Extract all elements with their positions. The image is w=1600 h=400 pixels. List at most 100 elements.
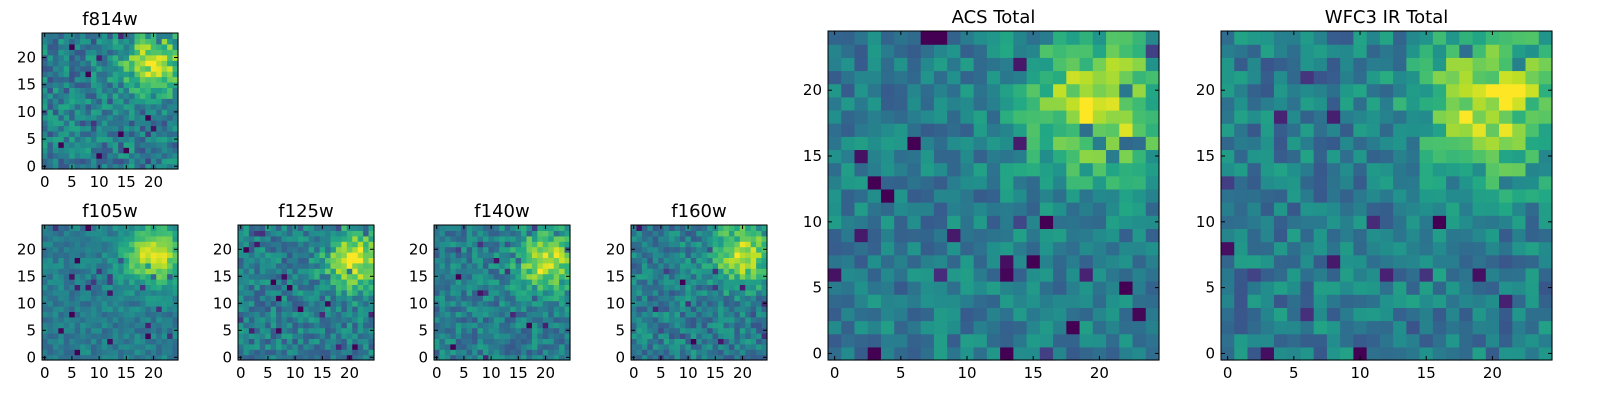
heatmap-cell bbox=[1446, 57, 1460, 72]
heatmap-cell bbox=[1459, 281, 1474, 295]
heatmap-cell bbox=[85, 306, 92, 312]
heatmap-cell bbox=[1326, 83, 1341, 98]
heatmap-cell bbox=[1512, 333, 1527, 348]
heatmap-cell bbox=[734, 284, 741, 291]
heatmap-cell bbox=[559, 338, 566, 345]
heatmap-cell bbox=[526, 273, 533, 280]
heatmap-cell bbox=[669, 295, 676, 302]
heatmap-cell bbox=[669, 354, 676, 361]
heatmap-cell bbox=[1393, 346, 1407, 361]
heatmap-cell bbox=[559, 235, 566, 242]
heatmap-cell bbox=[1313, 320, 1328, 335]
heatmap-cell bbox=[74, 147, 81, 154]
heatmap-cell bbox=[701, 268, 708, 275]
heatmap-cell bbox=[1313, 333, 1328, 348]
heatmap-cell bbox=[1260, 267, 1275, 282]
heatmap-cell bbox=[867, 96, 882, 111]
heatmap-cell bbox=[739, 284, 746, 291]
heatmap-cell bbox=[756, 333, 763, 339]
heatmap-cell bbox=[134, 257, 141, 264]
heatmap-cell bbox=[265, 327, 272, 334]
heatmap-cell bbox=[63, 109, 70, 116]
heatmap-cell bbox=[101, 268, 108, 275]
heatmap-cell bbox=[1472, 307, 1487, 322]
heatmap-cell bbox=[63, 246, 70, 253]
heatmap-cell bbox=[933, 281, 948, 295]
heatmap-cell bbox=[723, 246, 730, 253]
heatmap-cell bbox=[986, 123, 1001, 137]
heatmap-cell bbox=[1326, 136, 1341, 151]
heatmap-cell bbox=[58, 289, 65, 296]
heatmap-cell bbox=[69, 136, 76, 143]
heatmap-cell bbox=[101, 60, 108, 67]
heatmap-cell bbox=[341, 295, 348, 302]
heatmap-cell bbox=[1013, 83, 1028, 98]
heatmap-cell bbox=[439, 241, 446, 248]
heatmap-cell bbox=[335, 354, 342, 361]
heatmap-cell bbox=[1287, 57, 1302, 72]
heatmap-cell bbox=[1053, 241, 1067, 256]
heatmap-cell bbox=[1538, 267, 1553, 282]
heatmap-cell bbox=[134, 33, 141, 40]
heatmap-cell bbox=[867, 241, 882, 256]
heatmap-cell bbox=[450, 262, 457, 269]
heatmap-cell bbox=[52, 268, 59, 275]
heatmap-cell bbox=[1379, 109, 1394, 124]
heatmap-cell bbox=[828, 281, 842, 295]
heatmap-cell bbox=[330, 273, 337, 280]
heatmap-cell bbox=[363, 354, 370, 361]
heatmap-cell bbox=[1525, 307, 1540, 322]
heatmap-cell bbox=[907, 136, 922, 151]
heatmap-cell bbox=[172, 130, 179, 137]
heatmap-cell bbox=[1406, 57, 1421, 72]
heatmap-cell bbox=[1000, 149, 1014, 164]
heatmap-cell bbox=[450, 225, 457, 231]
heatmap-cell bbox=[718, 289, 725, 296]
heatmap-cell bbox=[118, 327, 125, 334]
heatmap-cell bbox=[52, 284, 59, 291]
heatmap-cell bbox=[243, 268, 250, 275]
heatmap-cell bbox=[434, 262, 441, 269]
heatmap-cell bbox=[493, 246, 500, 253]
heatmap-cell bbox=[112, 120, 119, 127]
heatmap-cell bbox=[1119, 44, 1134, 58]
heatmap-cell bbox=[150, 38, 157, 45]
heatmap-cell bbox=[352, 241, 359, 248]
heatmap-cell bbox=[156, 306, 163, 312]
heatmap-cell bbox=[482, 333, 489, 339]
heatmap-cell bbox=[172, 311, 179, 318]
heatmap-cell bbox=[297, 246, 304, 253]
heatmap-cell bbox=[728, 322, 735, 329]
heatmap-cell bbox=[1472, 267, 1487, 282]
heatmap-cell bbox=[685, 316, 692, 323]
heatmap-cell bbox=[368, 252, 375, 258]
heatmap-cell bbox=[1340, 228, 1354, 243]
heatmap-cell bbox=[74, 81, 81, 88]
heatmap-cell bbox=[472, 333, 479, 339]
y-tick-label: 5 bbox=[615, 321, 625, 339]
heatmap-cell bbox=[1287, 123, 1302, 137]
heatmap-cell bbox=[107, 33, 114, 40]
heatmap-cell bbox=[499, 306, 506, 312]
heatmap-cell bbox=[690, 230, 697, 237]
heatmap-cell bbox=[134, 343, 141, 350]
heatmap-cell bbox=[123, 60, 130, 67]
heatmap-cell bbox=[357, 306, 364, 312]
heatmap-cell bbox=[96, 136, 103, 143]
heatmap-cell bbox=[701, 327, 708, 334]
heatmap-cell bbox=[368, 284, 375, 291]
heatmap-cell bbox=[281, 316, 288, 323]
heatmap-cell bbox=[537, 322, 544, 329]
heatmap-cell bbox=[107, 241, 114, 248]
heatmap-cell bbox=[1393, 109, 1407, 124]
heatmap-cell bbox=[986, 254, 1001, 269]
heatmap-cell bbox=[559, 225, 566, 231]
heatmap-cell bbox=[139, 225, 146, 231]
heatmap-cell bbox=[444, 230, 451, 237]
heatmap-cell bbox=[531, 268, 538, 275]
heatmap-cell bbox=[161, 354, 168, 361]
heatmap-cell bbox=[636, 300, 643, 307]
heatmap-cell bbox=[330, 327, 337, 334]
heatmap-cell bbox=[1313, 294, 1328, 308]
heatmap-cell bbox=[663, 295, 670, 302]
